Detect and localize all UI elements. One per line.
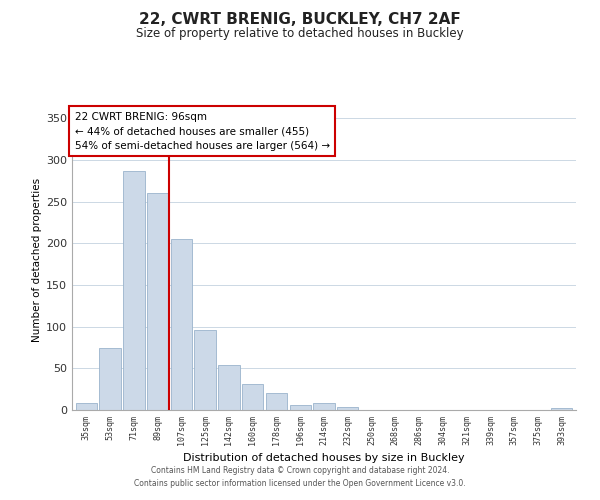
Text: 22 CWRT BRENIG: 96sqm
← 44% of detached houses are smaller (455)
54% of semi-det: 22 CWRT BRENIG: 96sqm ← 44% of detached … xyxy=(74,112,329,151)
Text: Size of property relative to detached houses in Buckley: Size of property relative to detached ho… xyxy=(136,28,464,40)
Bar xyxy=(337,406,358,410)
Bar xyxy=(100,348,121,410)
Bar xyxy=(242,384,263,410)
Bar xyxy=(218,365,239,410)
Text: Contains HM Land Registry data © Crown copyright and database right 2024.
Contai: Contains HM Land Registry data © Crown c… xyxy=(134,466,466,487)
Y-axis label: Number of detached properties: Number of detached properties xyxy=(32,178,42,342)
Bar xyxy=(76,402,97,410)
Bar xyxy=(123,171,145,410)
Bar xyxy=(266,392,287,410)
Bar xyxy=(194,330,216,410)
Bar xyxy=(170,239,192,410)
Bar xyxy=(290,405,311,410)
Bar xyxy=(551,408,572,410)
Bar xyxy=(313,404,335,410)
Bar xyxy=(147,192,168,410)
Text: 22, CWRT BRENIG, BUCKLEY, CH7 2AF: 22, CWRT BRENIG, BUCKLEY, CH7 2AF xyxy=(139,12,461,28)
X-axis label: Distribution of detached houses by size in Buckley: Distribution of detached houses by size … xyxy=(183,453,465,463)
